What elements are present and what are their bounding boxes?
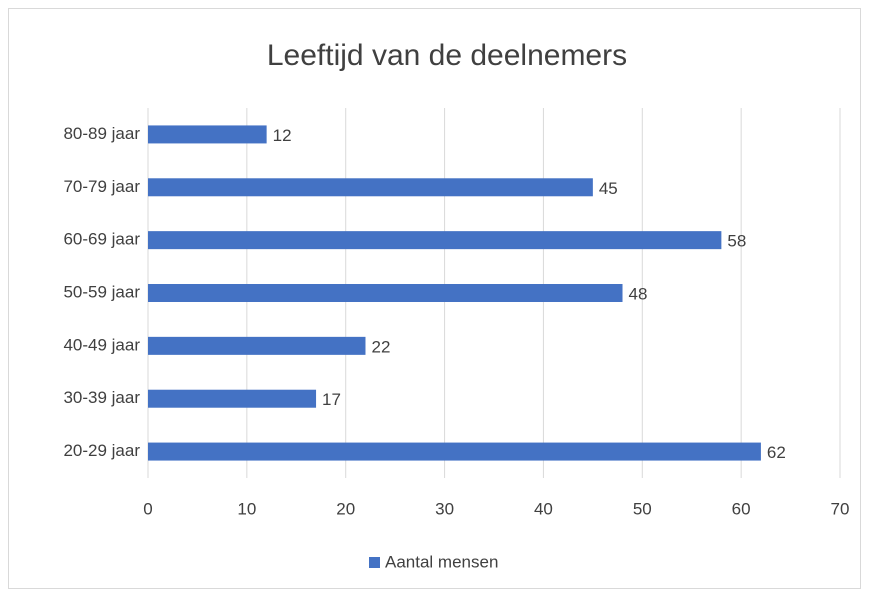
data-label: 17 bbox=[322, 390, 341, 409]
x-tick-label: 30 bbox=[435, 499, 454, 518]
y-tick-label: 60-69 jaar bbox=[63, 230, 140, 249]
x-tick-label: 60 bbox=[732, 499, 751, 518]
legend-swatch bbox=[369, 557, 380, 568]
y-tick-label: 70-79 jaar bbox=[63, 177, 140, 196]
data-label: 62 bbox=[767, 443, 786, 462]
data-label: 12 bbox=[273, 126, 292, 145]
bar bbox=[148, 125, 267, 144]
x-tick-label: 0 bbox=[143, 499, 152, 518]
bar bbox=[148, 442, 761, 461]
x-tick-label: 10 bbox=[237, 499, 256, 518]
bar bbox=[148, 178, 593, 197]
x-tick-label: 20 bbox=[336, 499, 355, 518]
chart-title: Leeftijd van de deelnemers bbox=[267, 39, 627, 72]
y-tick-label: 20-29 jaar bbox=[63, 441, 140, 460]
bar bbox=[148, 336, 366, 355]
y-tick-label: 30-39 jaar bbox=[63, 388, 140, 407]
bar bbox=[148, 389, 317, 408]
x-tick-label: 70 bbox=[831, 499, 850, 518]
data-label: 45 bbox=[599, 179, 618, 198]
x-tick-label: 50 bbox=[633, 499, 652, 518]
y-tick-label: 50-59 jaar bbox=[63, 282, 140, 301]
x-tick-label: 40 bbox=[534, 499, 553, 518]
data-label: 22 bbox=[371, 337, 390, 356]
data-label: 48 bbox=[629, 284, 648, 303]
legend-label: Aantal mensen bbox=[385, 552, 498, 571]
bar bbox=[148, 231, 722, 250]
bar bbox=[148, 284, 623, 302]
data-label: 58 bbox=[727, 232, 746, 251]
y-tick-label: 40-49 jaar bbox=[63, 335, 140, 354]
y-tick-label: 80-89 jaar bbox=[63, 124, 140, 143]
